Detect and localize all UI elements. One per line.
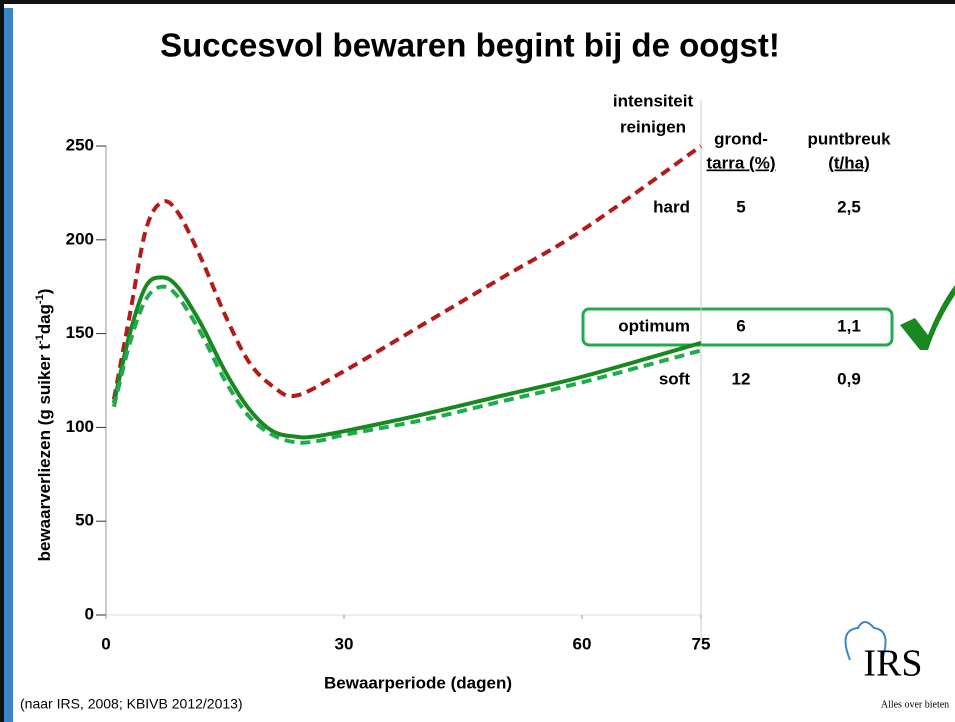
y-tick-label: 250 [66, 135, 94, 154]
table-cell: hard [653, 197, 690, 216]
y-label-part: bewaarverliezen (g suiker t [35, 344, 54, 562]
table-header: puntbreuk [807, 129, 891, 148]
y-tick-label: 200 [66, 229, 94, 248]
y-label-part: dag [35, 304, 54, 334]
y-tick-label: 50 [75, 511, 94, 530]
slide: Succesvol bewaren begint bij de oogst! B… [0, 0, 955, 722]
table-cell: 6 [736, 316, 745, 335]
table-cell: 2,5 [837, 197, 861, 216]
table-header: tarra (%) [707, 153, 776, 172]
table-header: reinigen [620, 117, 686, 136]
x-tick-label: 60 [573, 634, 592, 653]
background [0, 0, 955, 722]
table-cell: soft [659, 369, 691, 388]
x-tick-label: 75 [692, 634, 711, 653]
table-cell: optimum [618, 316, 690, 335]
logo-tagline: Alles over bieten [881, 699, 949, 710]
table-cell: 0,9 [837, 369, 861, 388]
table-cell: 12 [732, 369, 751, 388]
y-label-part: ) [35, 289, 54, 295]
chart-title: Succesvol bewaren begint bij de oogst! [160, 27, 780, 64]
y-tick-label: 150 [66, 323, 94, 342]
x-axis-label: Bewaarperiode (dagen) [324, 673, 512, 692]
y-tick-label: 100 [66, 417, 94, 436]
footnote: (naar IRS, 2008; KBIVB 2012/2013) [20, 696, 243, 712]
side-bar [4, 8, 13, 722]
table-cell: 5 [736, 197, 745, 216]
table-cell: 1,1 [837, 316, 861, 335]
table-header: grond- [714, 129, 768, 148]
y-label-sup: -1 [34, 334, 46, 344]
table-header: (t/ha) [828, 153, 870, 172]
y-tick-label: 0 [85, 604, 94, 623]
y-label-sup: -1 [34, 294, 46, 304]
y-axis-label: bewaarverliezen (g suiker t-1dag-1) [34, 289, 55, 562]
left-border [0, 0, 4, 722]
top-border [0, 0, 955, 4]
x-tick-label: 0 [101, 634, 110, 653]
table-header: intensiteit [613, 91, 694, 110]
x-tick-label: 30 [335, 634, 354, 653]
logo-text: IRS [863, 643, 922, 685]
